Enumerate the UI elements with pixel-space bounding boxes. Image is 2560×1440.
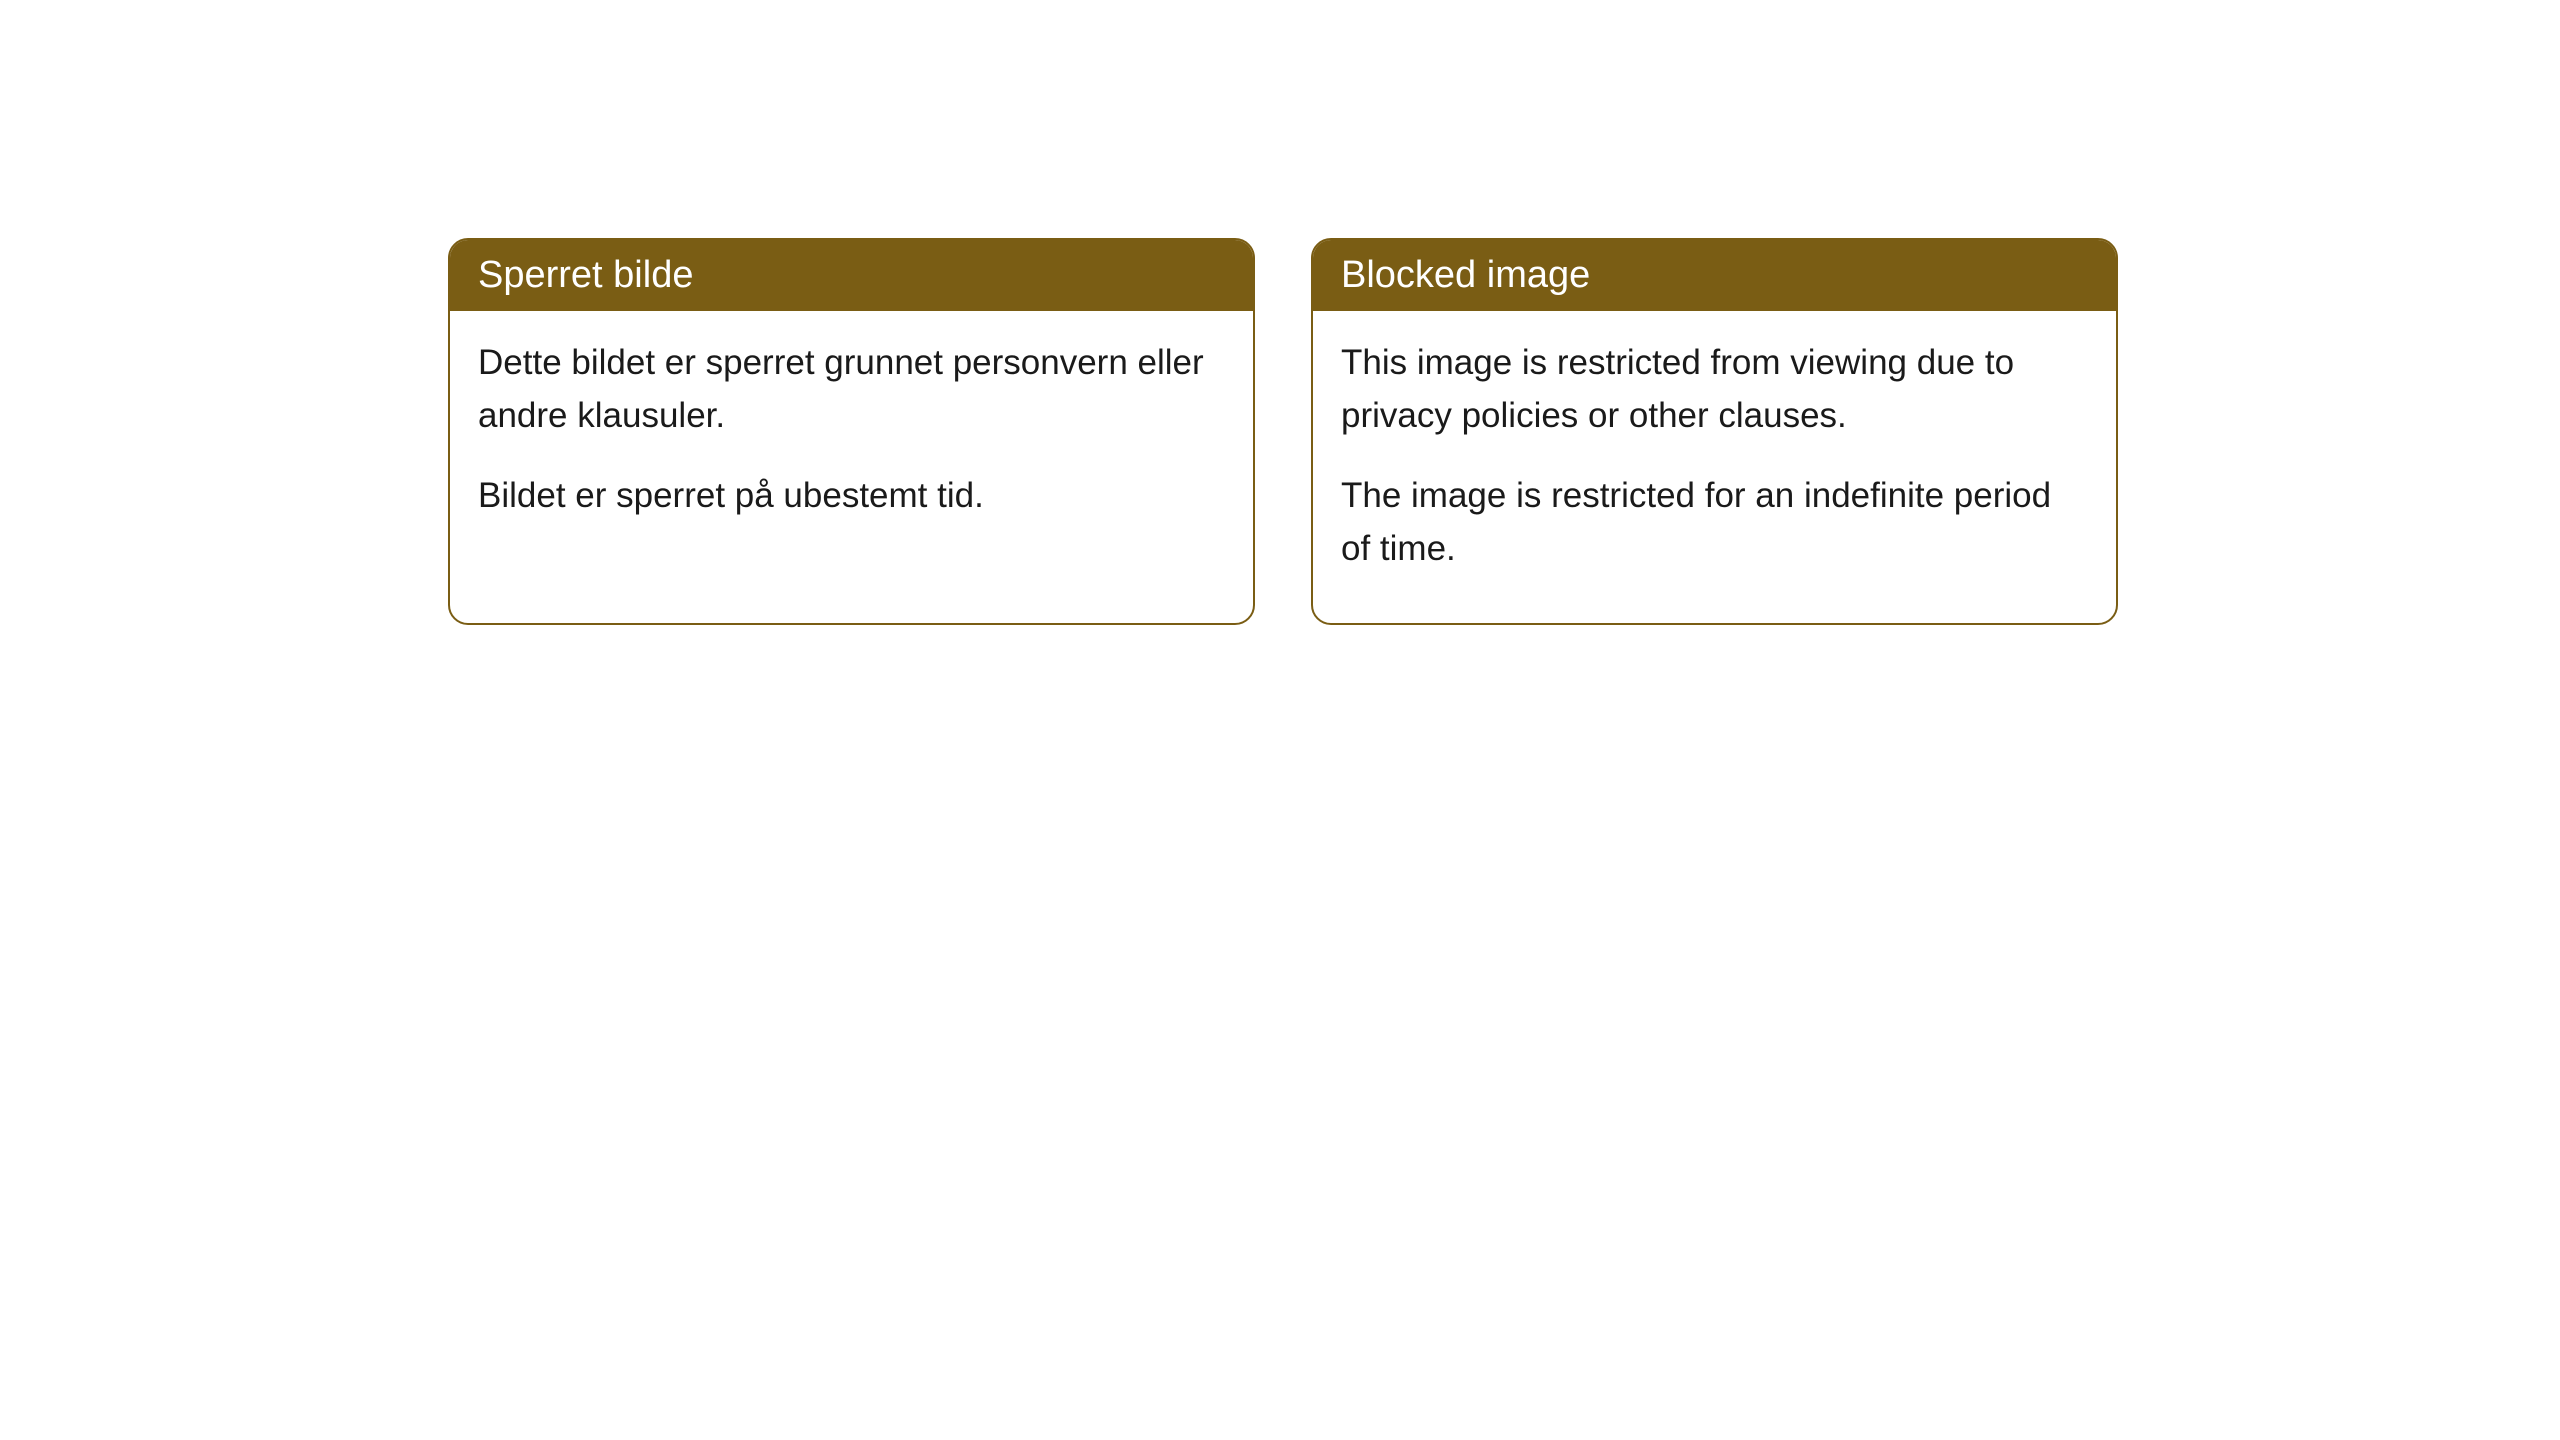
card-paragraph: Bildet er sperret på ubestemt tid. — [478, 470, 1225, 523]
card-header: Sperret bilde — [450, 240, 1253, 311]
notice-cards-container: Sperret bilde Dette bildet er sperret gr… — [0, 0, 2560, 625]
card-body: Dette bildet er sperret grunnet personve… — [450, 311, 1253, 571]
card-title: Blocked image — [1341, 254, 1590, 296]
notice-card-norwegian: Sperret bilde Dette bildet er sperret gr… — [448, 238, 1255, 625]
card-paragraph: This image is restricted from viewing du… — [1341, 337, 2088, 442]
card-paragraph: Dette bildet er sperret grunnet personve… — [478, 337, 1225, 442]
card-title: Sperret bilde — [478, 254, 693, 296]
card-body: This image is restricted from viewing du… — [1313, 311, 2116, 623]
card-header: Blocked image — [1313, 240, 2116, 311]
notice-card-english: Blocked image This image is restricted f… — [1311, 238, 2118, 625]
card-paragraph: The image is restricted for an indefinit… — [1341, 470, 2088, 575]
